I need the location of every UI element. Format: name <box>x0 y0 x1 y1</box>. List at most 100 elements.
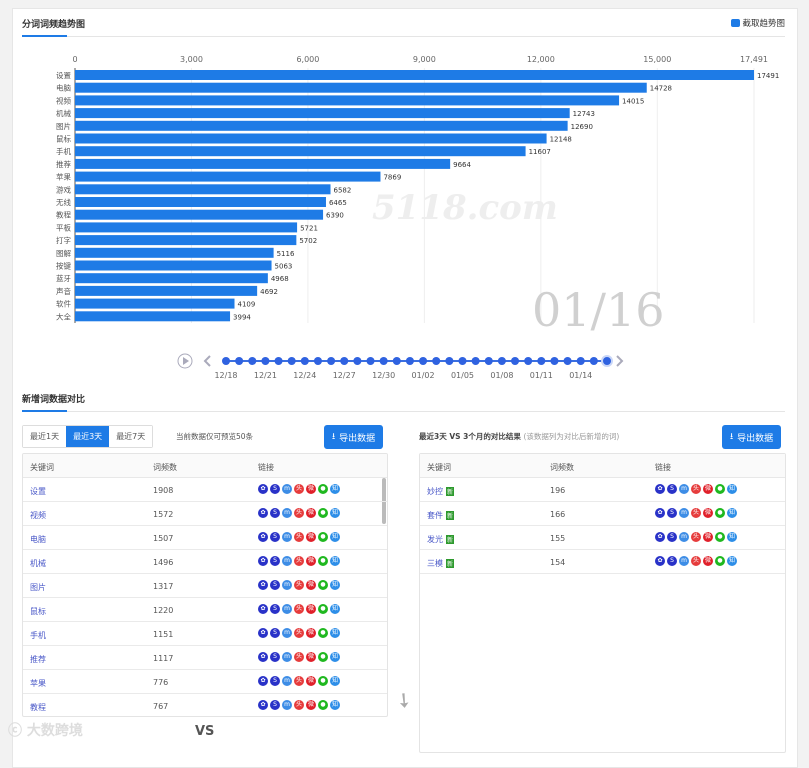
wechat-icon[interactable]: ● <box>318 580 328 590</box>
keyword-link[interactable]: 妙控新 <box>427 486 455 497</box>
shenma-icon[interactable]: m <box>282 700 292 710</box>
sogou-icon[interactable]: S <box>270 580 280 590</box>
zhihu-icon[interactable]: 知 <box>727 532 737 542</box>
shenma-icon[interactable]: m <box>282 508 292 518</box>
shenma-icon[interactable]: m <box>282 580 292 590</box>
export-button-right[interactable]: ⭳ 导出数据 <box>722 425 782 449</box>
sogou-icon[interactable]: S <box>270 700 280 710</box>
toutiao-icon[interactable]: 头 <box>691 556 701 566</box>
wechat-icon[interactable]: ● <box>715 556 725 566</box>
baidu-icon[interactable]: ✿ <box>258 652 268 662</box>
toutiao-icon[interactable]: 头 <box>294 532 304 542</box>
baidu-icon[interactable]: ✿ <box>258 676 268 686</box>
wechat-icon[interactable]: ● <box>318 652 328 662</box>
timeline-dot[interactable] <box>432 357 441 365</box>
toutiao-icon[interactable]: 头 <box>294 580 304 590</box>
sogou-icon[interactable]: S <box>667 508 677 518</box>
next-icon[interactable] <box>616 355 624 367</box>
export-button-left[interactable]: ⭳ 导出数据 <box>324 425 384 449</box>
wechat-icon[interactable]: ● <box>318 484 328 494</box>
toutiao-icon[interactable]: 头 <box>294 628 304 638</box>
sogou-icon[interactable]: S <box>270 628 280 638</box>
baidu-icon[interactable]: ✿ <box>258 484 268 494</box>
toutiao-icon[interactable]: 头 <box>691 508 701 518</box>
toutiao-icon[interactable]: 头 <box>294 508 304 518</box>
zhihu-icon[interactable]: 知 <box>330 628 340 638</box>
timeline-dot[interactable] <box>524 357 533 365</box>
toutiao-icon[interactable]: 头 <box>294 676 304 686</box>
zhihu-icon[interactable]: 知 <box>330 508 340 518</box>
wechat-icon[interactable]: ● <box>318 604 328 614</box>
timeline-dot[interactable] <box>366 357 375 365</box>
sogou-icon[interactable]: S <box>667 532 677 542</box>
zhihu-icon[interactable]: 知 <box>330 532 340 542</box>
keyword-link[interactable]: 发光新 <box>427 534 455 545</box>
tab-7day[interactable]: 最近7天 <box>109 426 153 447</box>
timeline-dot[interactable] <box>392 357 401 365</box>
shenma-icon[interactable]: m <box>282 532 292 542</box>
timeline-dot[interactable] <box>497 357 506 365</box>
timeline-dot[interactable] <box>537 357 546 365</box>
weibo-icon[interactable]: 微 <box>703 508 713 518</box>
timeline-dot[interactable] <box>484 357 493 365</box>
wechat-icon[interactable]: ● <box>318 676 328 686</box>
timeline-dot[interactable] <box>340 357 349 365</box>
timeline-dot[interactable] <box>458 357 467 365</box>
shenma-icon[interactable]: m <box>282 628 292 638</box>
timeline-dot[interactable] <box>274 357 283 365</box>
keyword-link[interactable]: 教程 <box>30 702 46 713</box>
sogou-icon[interactable]: S <box>270 532 280 542</box>
zhihu-icon[interactable]: 知 <box>330 652 340 662</box>
baidu-icon[interactable]: ✿ <box>258 604 268 614</box>
timeline-dot[interactable] <box>287 357 296 365</box>
wechat-icon[interactable]: ● <box>318 532 328 542</box>
sogou-icon[interactable]: S <box>270 652 280 662</box>
baidu-icon[interactable]: ✿ <box>655 532 665 542</box>
sogou-icon[interactable]: S <box>667 484 677 494</box>
timeline-dot[interactable] <box>511 357 520 365</box>
toutiao-icon[interactable]: 头 <box>294 556 304 566</box>
timeline-dot[interactable] <box>235 357 244 365</box>
shenma-icon[interactable]: m <box>679 484 689 494</box>
baidu-icon[interactable]: ✿ <box>655 556 665 566</box>
shenma-icon[interactable]: m <box>679 532 689 542</box>
zhihu-icon[interactable]: 知 <box>330 580 340 590</box>
weibo-icon[interactable]: 微 <box>306 676 316 686</box>
keyword-link[interactable]: 三模新 <box>427 558 455 569</box>
timeline-dot[interactable] <box>261 357 270 365</box>
shenma-icon[interactable]: m <box>282 604 292 614</box>
weibo-icon[interactable]: 微 <box>306 700 316 710</box>
timeline-dot[interactable] <box>550 357 559 365</box>
keyword-link[interactable]: 苹果 <box>30 678 46 689</box>
timeline-dot[interactable] <box>222 357 230 365</box>
baidu-icon[interactable]: ✿ <box>655 484 665 494</box>
wechat-icon[interactable]: ● <box>318 628 328 638</box>
keyword-link[interactable]: 手机 <box>30 630 46 641</box>
timeline-dot[interactable] <box>327 357 336 365</box>
weibo-icon[interactable]: 微 <box>306 484 316 494</box>
keyword-link[interactable]: 机械 <box>30 558 46 569</box>
keyword-link[interactable]: 设置 <box>30 486 46 497</box>
baidu-icon[interactable]: ✿ <box>258 628 268 638</box>
baidu-icon[interactable]: ✿ <box>258 532 268 542</box>
sogou-icon[interactable]: S <box>270 604 280 614</box>
sogou-icon[interactable]: S <box>667 556 677 566</box>
zhihu-icon[interactable]: 知 <box>330 556 340 566</box>
timeline-dot[interactable] <box>576 357 585 365</box>
baidu-icon[interactable]: ✿ <box>258 700 268 710</box>
wechat-icon[interactable]: ● <box>715 532 725 542</box>
zhihu-icon[interactable]: 知 <box>330 676 340 686</box>
sogou-icon[interactable]: S <box>270 508 280 518</box>
zhihu-icon[interactable]: 知 <box>330 700 340 710</box>
weibo-icon[interactable]: 微 <box>306 580 316 590</box>
wechat-icon[interactable]: ● <box>715 508 725 518</box>
prev-icon[interactable] <box>203 355 211 367</box>
weibo-icon[interactable]: 微 <box>306 604 316 614</box>
zhihu-icon[interactable]: 知 <box>330 604 340 614</box>
timeline-dot[interactable] <box>563 357 572 365</box>
shenma-icon[interactable]: m <box>282 556 292 566</box>
tab-3day[interactable]: 最近3天 <box>66 426 110 447</box>
timeline-dot[interactable] <box>248 357 257 365</box>
wechat-icon[interactable]: ● <box>318 700 328 710</box>
weibo-icon[interactable]: 微 <box>306 628 316 638</box>
